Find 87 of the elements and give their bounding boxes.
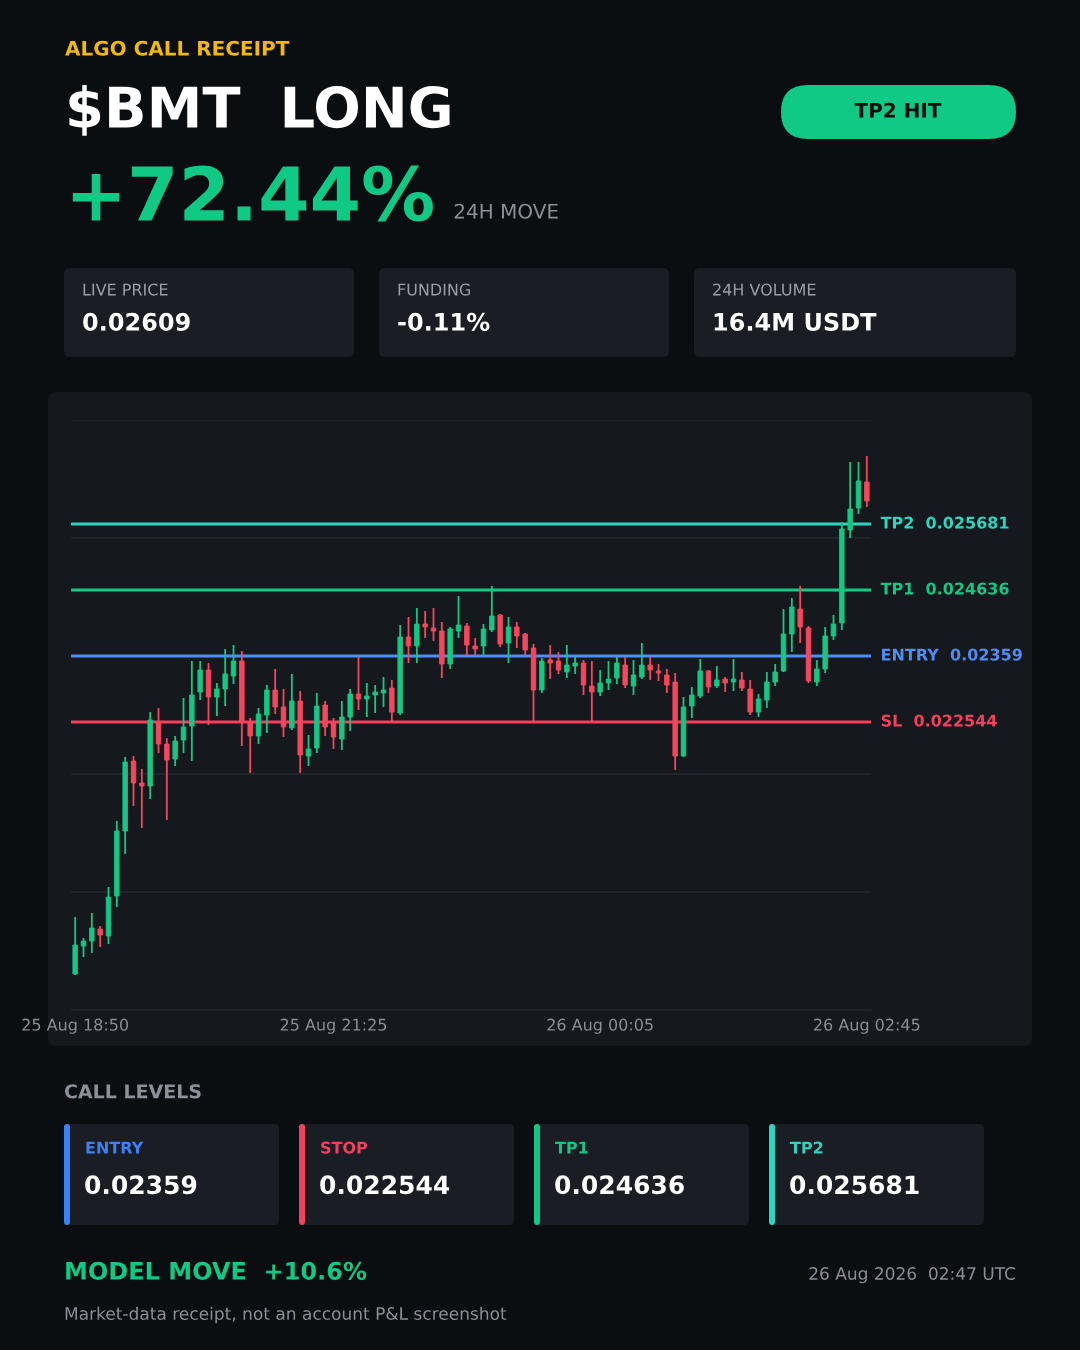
- candlestick: [597, 669, 603, 697]
- candlestick: [514, 621, 520, 649]
- text: 26 Aug 2026 02:47 UTC: [809, 1267, 1016, 1284]
- candlestick: [372, 684, 378, 714]
- candlestick: [339, 700, 345, 751]
- candlestick: [305, 734, 312, 767]
- text: MODEL MOVE +10.6%: [66, 1261, 367, 1280]
- candlestick: [739, 671, 745, 692]
- candlestick: [647, 656, 653, 681]
- text: 0.022544: [320, 1175, 450, 1195]
- text: TP2: [790, 1141, 823, 1154]
- candlestick: [214, 682, 220, 717]
- candlestick: [164, 737, 170, 821]
- candlestick: [689, 686, 695, 719]
- text: 24H VOLUME: [713, 283, 816, 296]
- x-tick-label: 25 Aug 21:25: [280, 1018, 387, 1034]
- candlestick: [380, 676, 387, 708]
- candlestick: [222, 648, 228, 707]
- text: LIVE PRICE: [83, 283, 168, 296]
- candlestick: [830, 614, 837, 641]
- text: STOP: [321, 1141, 368, 1154]
- candlestick: [755, 693, 762, 718]
- text: $BMT LONG: [69, 84, 450, 136]
- candlestick: [705, 669, 712, 694]
- candlestick: [230, 644, 237, 685]
- candlestick: [630, 659, 637, 696]
- candlestick: [430, 607, 437, 642]
- candlestick: [714, 665, 720, 689]
- candlestick: [480, 623, 487, 656]
- text: 0.02609: [83, 312, 190, 331]
- text: CALL LEVELS: [64, 1084, 201, 1099]
- candlestick: [422, 610, 428, 639]
- text: 0.024636: [555, 1175, 684, 1195]
- candlestick: [80, 937, 87, 958]
- text: TP1: [555, 1141, 588, 1154]
- text: TP2 HIT: [854, 102, 942, 118]
- candlestick: [797, 585, 803, 644]
- x-tick-label: 26 Aug 02:45: [814, 1018, 920, 1034]
- candlestick: [130, 755, 137, 807]
- candlestick: [180, 697, 187, 754]
- text: 0.02359: [85, 1175, 197, 1195]
- text: Market-data receipt, not an account P&L screenshot: [65, 1306, 507, 1324]
- text: 0.025681: [790, 1175, 919, 1195]
- candlestick: [764, 671, 770, 709]
- ref-line-label: ENTRY 0.02359: [882, 648, 1022, 661]
- candlestick: [730, 658, 737, 692]
- candlestick: [847, 461, 853, 539]
- candlestick: [139, 768, 145, 829]
- candlestick: [555, 651, 562, 675]
- candlestick: [455, 595, 462, 639]
- candlestick: [622, 656, 628, 689]
- candlestick: [197, 660, 203, 701]
- candlestick: [414, 607, 420, 664]
- text: 24H MOVE: [454, 203, 558, 219]
- text: +72.44%: [72, 165, 433, 222]
- candlestick: [505, 616, 512, 664]
- candlestick: [364, 682, 370, 718]
- candlestick: [639, 642, 645, 680]
- candlestick: [97, 925, 103, 948]
- ref-line-label: TP1 0.024636: [880, 582, 1009, 595]
- candlestick: [464, 622, 470, 656]
- x-tick-label: 25 Aug 18:50: [22, 1018, 129, 1034]
- x-tick-label: 26 Aug 00:05: [547, 1018, 653, 1034]
- candlestick: [405, 616, 412, 664]
- candlestick: [172, 735, 178, 767]
- candlestick: [747, 679, 753, 716]
- text: ENTRY: [86, 1141, 144, 1154]
- candlestick: [355, 656, 362, 711]
- candlestick: [272, 668, 278, 715]
- candlestick: [772, 663, 778, 687]
- candlestick: [814, 659, 820, 687]
- ref-line-label: TP2 0.025681: [880, 516, 1009, 529]
- candlestick: [347, 688, 353, 732]
- ref-line-label: SL 0.022544: [881, 714, 997, 727]
- candlestick: [89, 912, 95, 954]
- text: 16.4M USDT: [714, 312, 877, 331]
- candlestick: [614, 656, 620, 685]
- text: ALGO CALL RECEIPT: [65, 40, 290, 56]
- text: -0.11%: [398, 312, 490, 331]
- candlestick: [255, 707, 262, 745]
- candlestick: [664, 668, 670, 694]
- candlestick: [547, 644, 553, 680]
- candlestick: [580, 659, 587, 696]
- candlestick: [564, 644, 570, 679]
- candlestick: [605, 660, 612, 691]
- candlestick: [864, 455, 870, 508]
- text: FUNDING: [398, 283, 470, 296]
